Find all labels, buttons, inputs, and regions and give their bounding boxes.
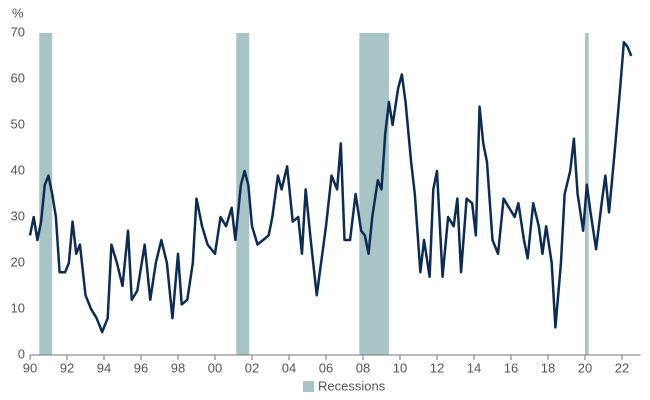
x-tick-label: 02 [245,360,259,375]
x-tick-label: 08 [356,360,370,375]
x-tick-label: 90 [23,360,37,375]
x-tick-label: 12 [430,360,444,375]
x-tick-label: 06 [319,360,333,375]
y-tick-label: 70 [11,24,25,39]
line [28,40,633,334]
recession-band [236,33,250,355]
legend-label: Recessions [318,378,386,393]
x-tick-label: 04 [282,360,296,375]
x-tick-label: 96 [134,360,148,375]
x-tick-label: 14 [467,360,481,375]
x-tick-label: 18 [541,360,555,375]
y-tick-label: 0 [18,346,25,361]
recession-band [359,33,389,355]
y-tick-label: 60 [11,70,25,85]
y-tick-label: 10 [11,300,25,315]
x-tick-label: 92 [60,360,74,375]
x-tick-label: 94 [97,360,111,375]
x-tick-label: 10 [393,360,407,375]
legend-swatch [303,381,314,392]
y-tick-label: 30 [11,208,25,223]
y-tick-label: 40 [11,162,25,177]
y-axis-label: % [12,5,24,20]
y-tick-label: 20 [11,254,25,269]
y-tick-label: 50 [11,116,25,131]
x-tick-label: 00 [208,360,222,375]
x-tick-label: 16 [504,360,518,375]
recession-band [39,33,53,355]
x-tick-label: 22 [615,360,629,375]
x-tick-label: 98 [171,360,185,375]
x-tick-label: 20 [578,360,592,375]
